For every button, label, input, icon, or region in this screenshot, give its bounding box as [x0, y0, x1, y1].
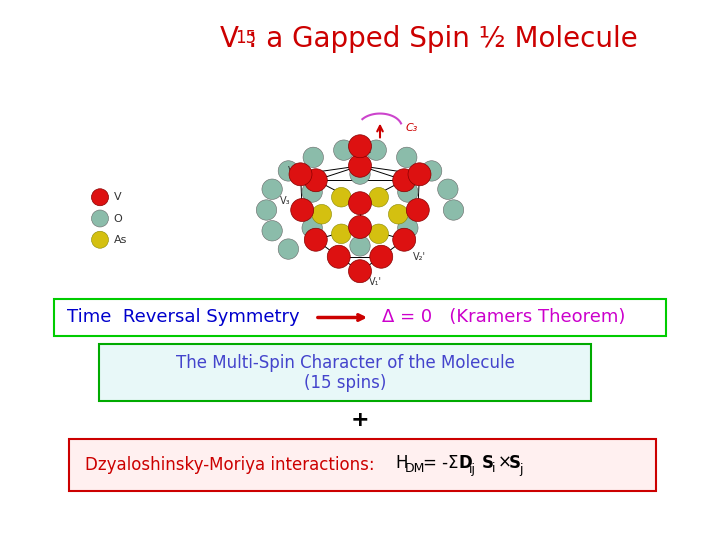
Text: V₂': V₂'	[413, 252, 426, 262]
Circle shape	[278, 161, 299, 181]
Circle shape	[397, 218, 418, 238]
Circle shape	[369, 224, 389, 244]
Text: i: i	[492, 462, 495, 476]
Circle shape	[302, 218, 323, 238]
Text: V: V	[114, 192, 121, 202]
Text: O: O	[114, 213, 122, 224]
Text: ij: ij	[469, 462, 476, 476]
Text: S: S	[482, 454, 494, 472]
Circle shape	[289, 163, 312, 186]
Circle shape	[278, 239, 299, 259]
Text: V₁: V₁	[361, 145, 372, 155]
Circle shape	[91, 210, 109, 227]
Circle shape	[397, 182, 418, 202]
Text: +: +	[351, 410, 369, 430]
Circle shape	[312, 205, 331, 224]
Circle shape	[91, 231, 109, 248]
Circle shape	[91, 189, 109, 206]
Text: As: As	[114, 235, 127, 245]
Text: Time  Reversal Symmetry: Time Reversal Symmetry	[67, 308, 300, 327]
Text: D: D	[458, 454, 472, 472]
Circle shape	[331, 187, 351, 207]
Circle shape	[350, 236, 370, 256]
Circle shape	[444, 200, 464, 220]
Circle shape	[348, 135, 372, 158]
Circle shape	[305, 228, 328, 251]
Circle shape	[389, 205, 408, 224]
Text: V₂: V₂	[288, 166, 299, 176]
Circle shape	[370, 245, 392, 268]
Circle shape	[392, 169, 415, 192]
Circle shape	[348, 260, 372, 282]
Text: V₁': V₁'	[369, 277, 382, 287]
Circle shape	[302, 182, 323, 202]
Circle shape	[262, 179, 282, 199]
Circle shape	[366, 140, 387, 160]
Text: S: S	[509, 454, 521, 472]
Circle shape	[392, 228, 415, 251]
Circle shape	[331, 224, 351, 244]
Text: DM: DM	[405, 462, 426, 476]
Text: (15 spins): (15 spins)	[304, 374, 386, 391]
Text: H: H	[395, 454, 408, 472]
Circle shape	[262, 220, 282, 241]
Text: The Multi-Spin Character of the Molecule: The Multi-Spin Character of the Molecule	[176, 354, 514, 372]
Circle shape	[369, 187, 389, 207]
Circle shape	[348, 215, 372, 239]
Circle shape	[348, 192, 372, 215]
Circle shape	[256, 200, 276, 220]
Text: V₃: V₃	[279, 197, 290, 206]
Text: 15: 15	[235, 29, 256, 47]
Circle shape	[408, 163, 431, 186]
Circle shape	[305, 169, 328, 192]
Text: ×: ×	[498, 454, 512, 472]
Text: j: j	[519, 462, 523, 476]
FancyBboxPatch shape	[54, 299, 666, 336]
Circle shape	[438, 179, 458, 199]
Circle shape	[333, 140, 354, 160]
Circle shape	[421, 161, 442, 181]
Text: : a Gapped Spin ½ Molecule: : a Gapped Spin ½ Molecule	[248, 25, 638, 53]
Circle shape	[328, 245, 350, 268]
Text: Δ = 0   (Kramers Theorem): Δ = 0 (Kramers Theorem)	[382, 308, 626, 327]
Circle shape	[406, 199, 429, 221]
FancyBboxPatch shape	[69, 439, 656, 491]
Circle shape	[348, 154, 372, 177]
Text: Dzyaloshinsky-Moriya interactions:: Dzyaloshinsky-Moriya interactions:	[85, 456, 380, 474]
Text: = -Σ: = -Σ	[423, 454, 459, 472]
Text: V: V	[220, 25, 239, 53]
FancyBboxPatch shape	[99, 344, 591, 401]
Circle shape	[350, 164, 370, 184]
Text: C₃: C₃	[406, 123, 418, 132]
Circle shape	[291, 199, 314, 221]
Circle shape	[303, 147, 323, 167]
Circle shape	[397, 147, 417, 167]
